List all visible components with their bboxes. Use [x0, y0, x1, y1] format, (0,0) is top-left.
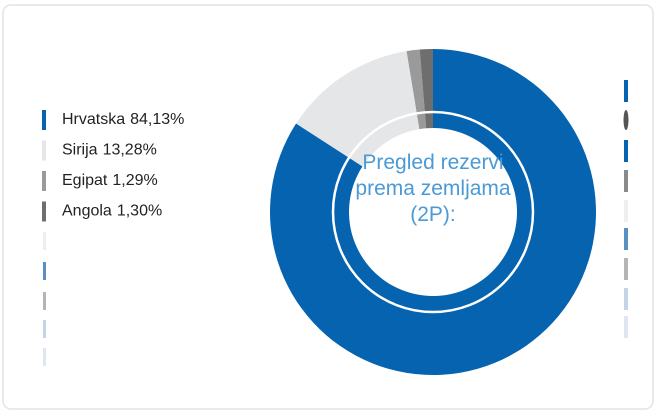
legend-value: 1,30%: [117, 203, 162, 220]
slice: [296, 51, 420, 167]
legend-name: Hrvatska: [62, 111, 125, 128]
ring-separator: [331, 110, 535, 314]
legend-name: Sirija: [62, 142, 98, 159]
legend-marker: [42, 140, 46, 161]
slice: [419, 49, 433, 129]
slice: [406, 49, 427, 130]
legend-name: Egipat: [62, 172, 108, 189]
legend-marker: [42, 110, 46, 130]
legend-value: 84,13%: [130, 111, 184, 128]
slice: [270, 49, 596, 376]
legend-label: Egipat 1,29%: [62, 172, 158, 189]
legend-value: 1,29%: [112, 172, 157, 189]
legend-label: Sirija 13,28%: [62, 142, 157, 159]
chart-title: Pregled rezervi prema zemljama (2P):: [355, 151, 511, 226]
legend-label: Hrvatska 84,13%: [62, 111, 184, 128]
legend-marker: [42, 171, 46, 191]
legend-name: Angola: [62, 203, 112, 220]
frame: [2, 4, 654, 410]
legend-marker: [42, 201, 46, 222]
decor-legend: [43, 80, 629, 366]
legend-label: Angola 1,30%: [62, 203, 162, 220]
legend-value: 13,28%: [103, 142, 157, 159]
